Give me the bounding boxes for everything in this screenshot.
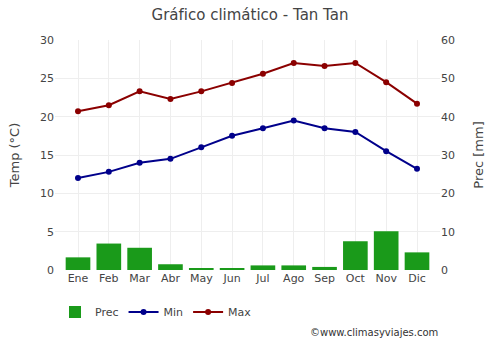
svg-text:Dic: Dic	[408, 272, 426, 285]
svg-text:Ago: Ago	[283, 272, 305, 285]
svg-text:Min: Min	[164, 306, 184, 319]
svg-text:Nov: Nov	[375, 272, 397, 285]
svg-text:©www.climasyviajes.com: ©www.climasyviajes.com	[310, 327, 438, 338]
svg-text:20: 20	[441, 187, 455, 200]
svg-text:30: 30	[40, 34, 54, 47]
svg-text:Sep: Sep	[314, 272, 335, 285]
svg-text:60: 60	[441, 34, 455, 47]
svg-text:10: 10	[441, 226, 455, 239]
svg-text:Oct: Oct	[346, 272, 366, 285]
svg-text:Abr: Abr	[161, 272, 181, 285]
svg-text:Jul: Jul	[255, 272, 269, 285]
svg-text:Ene: Ene	[68, 272, 89, 285]
svg-text:25: 25	[40, 72, 54, 85]
svg-text:10: 10	[40, 187, 54, 200]
svg-text:15: 15	[40, 149, 54, 162]
svg-text:Prec: Prec	[95, 306, 119, 319]
svg-text:Max: Max	[228, 306, 251, 319]
svg-text:0: 0	[47, 264, 54, 277]
svg-text:30: 30	[441, 149, 455, 162]
svg-text:5: 5	[47, 226, 54, 239]
svg-text:Temp (°C): Temp (°C)	[7, 123, 22, 189]
svg-text:Mar: Mar	[129, 272, 150, 285]
svg-text:Feb: Feb	[99, 272, 118, 285]
svg-text:50: 50	[441, 72, 455, 85]
svg-text:Gráfico climático - Tan Tan: Gráfico climático - Tan Tan	[152, 6, 349, 24]
svg-text:40: 40	[441, 111, 455, 124]
svg-text:Jun: Jun	[222, 272, 240, 285]
svg-text:20: 20	[40, 111, 54, 124]
svg-text:0: 0	[441, 264, 448, 277]
svg-text:May: May	[190, 272, 213, 285]
svg-text:Prec [mm]: Prec [mm]	[471, 121, 486, 188]
